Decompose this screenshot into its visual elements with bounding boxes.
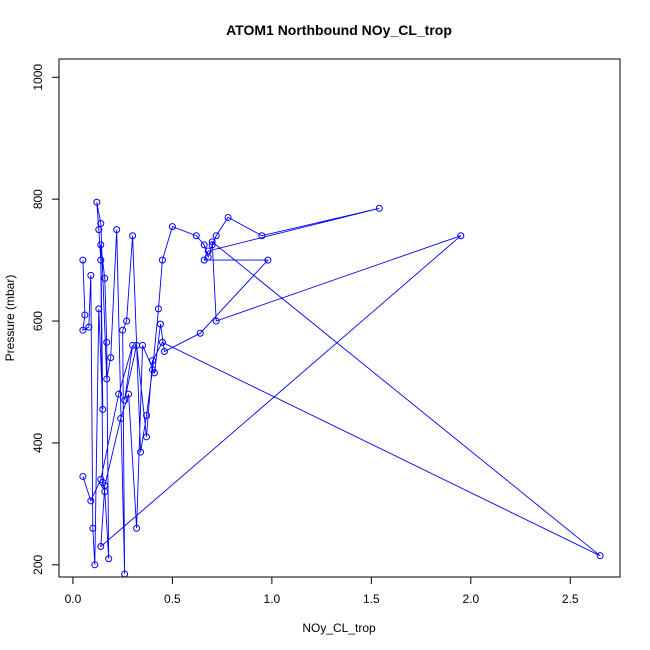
data-point	[103, 338, 111, 346]
data-point	[150, 369, 158, 377]
x-tick-label: 0.0	[65, 592, 82, 606]
data-point	[97, 543, 105, 551]
data-point	[97, 256, 105, 264]
data-point	[208, 241, 216, 249]
data-point	[95, 226, 103, 234]
data-point	[79, 326, 87, 334]
data-point	[97, 220, 105, 228]
series-layer	[79, 198, 604, 577]
data-point	[375, 204, 383, 212]
data-point	[79, 472, 87, 480]
x-tick-label: 1.5	[363, 592, 380, 606]
x-tick-label: 0.5	[164, 592, 181, 606]
x-tick-label: 1.0	[264, 592, 281, 606]
chart-title: ATOM1 Northbound NOy_CL_trop	[226, 22, 452, 38]
data-point	[93, 198, 101, 206]
data-point	[212, 232, 220, 240]
data-point	[87, 271, 95, 279]
data-point	[117, 415, 125, 423]
x-axis-label: NOy_CL_trop	[302, 621, 376, 635]
data-point	[212, 317, 220, 325]
data-point	[196, 329, 204, 337]
data-point	[81, 311, 89, 319]
y-tick-label: 200	[31, 554, 45, 574]
data-point	[115, 390, 123, 398]
data-point	[258, 232, 266, 240]
data-point	[224, 213, 232, 221]
x-tick-label: 2.0	[462, 592, 479, 606]
data-point	[101, 482, 109, 490]
data-point	[121, 396, 129, 404]
data-point	[97, 475, 105, 483]
data-point	[143, 433, 151, 441]
data-point	[87, 497, 95, 505]
data-point	[103, 375, 111, 383]
data-point	[105, 555, 113, 563]
data-point	[143, 412, 151, 420]
data-point	[95, 305, 103, 313]
data-point	[89, 524, 97, 532]
data-point	[97, 241, 105, 249]
y-tick-label: 1000	[31, 64, 45, 91]
data-point	[596, 552, 604, 560]
data-point	[133, 341, 141, 349]
data-point	[264, 256, 272, 264]
data-point	[123, 317, 131, 325]
data-point	[91, 561, 99, 569]
data-point	[168, 223, 176, 231]
x-tick-label: 2.5	[562, 592, 579, 606]
data-point	[156, 320, 164, 328]
data-point	[85, 323, 93, 331]
y-tick-label: 400	[31, 433, 45, 453]
data-point	[208, 238, 216, 246]
data-point	[200, 241, 208, 249]
data-point	[137, 448, 145, 456]
data-point	[101, 274, 109, 282]
y-tick-label: 600	[31, 311, 45, 331]
data-point	[160, 348, 168, 356]
data-point	[99, 405, 107, 413]
data-point	[149, 357, 156, 365]
data-point	[113, 226, 121, 234]
x-axis: 0.0 0.5 1.0 1.5 2.0 2.5	[65, 576, 579, 606]
data-point	[107, 354, 115, 362]
data-point	[133, 524, 141, 532]
data-point	[154, 305, 162, 313]
data-point	[125, 390, 133, 398]
data-point	[158, 256, 166, 264]
y-tick-label: 800	[31, 189, 45, 209]
data-point	[200, 256, 208, 264]
data-point	[129, 341, 137, 349]
y-axis: 200 400 600 800 1000	[31, 64, 60, 575]
data-point	[204, 247, 212, 255]
data-point	[129, 232, 137, 240]
data-point	[79, 256, 87, 264]
data-point	[158, 338, 166, 346]
data-point	[192, 232, 200, 240]
y-axis-label: Pressure (mbar)	[3, 275, 17, 362]
data-point	[119, 326, 127, 334]
data-point	[457, 232, 465, 240]
